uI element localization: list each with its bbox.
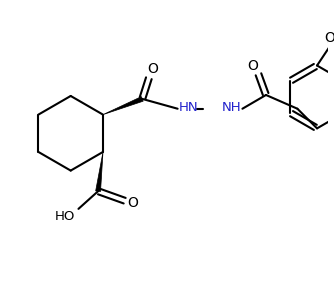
Text: HN: HN [179, 101, 198, 114]
Polygon shape [103, 96, 143, 115]
Text: O: O [247, 59, 258, 73]
Text: O: O [148, 62, 159, 76]
Text: O: O [324, 31, 334, 45]
Polygon shape [96, 152, 103, 192]
Text: NH: NH [222, 101, 241, 114]
Text: HO: HO [54, 210, 75, 223]
Text: O: O [127, 196, 138, 210]
